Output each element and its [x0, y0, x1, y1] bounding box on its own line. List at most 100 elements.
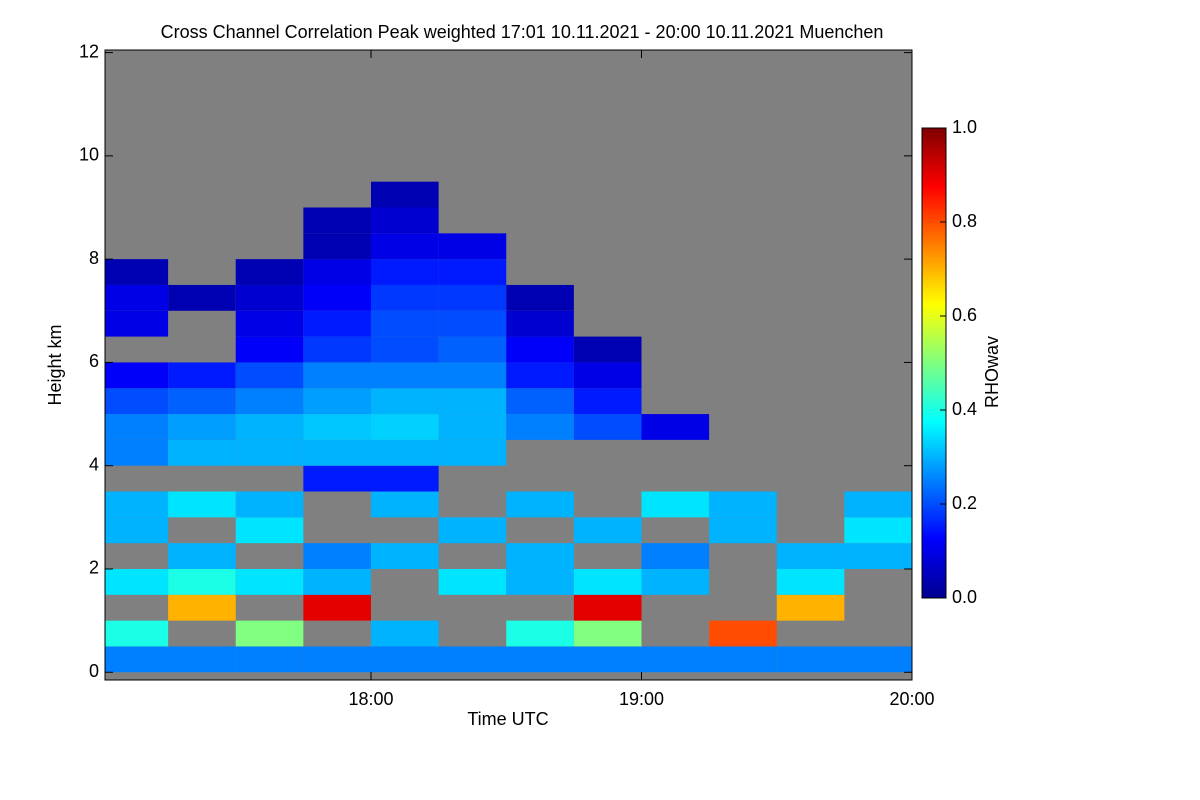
heatmap-cell: [438, 336, 507, 363]
heatmap-cell: [235, 259, 304, 285]
x-tick-label: 19:00: [619, 689, 664, 709]
y-tick-label: 6: [89, 351, 99, 371]
heatmap-cell: [303, 259, 371, 285]
heatmap-cell: [235, 362, 304, 389]
heatmap-cell: [303, 388, 371, 415]
heatmap-cell: [438, 233, 507, 260]
colorbar-tick-label: 0.8: [952, 211, 977, 231]
heatmap-cell: [370, 414, 439, 440]
heatmap-cell: [370, 259, 439, 285]
plot-area: [105, 50, 912, 680]
colorbar-tick-label: 0.0: [952, 587, 977, 607]
heatmap-cell: [303, 362, 371, 389]
heatmap-cell: [168, 646, 236, 673]
x-tick-label: 18:00: [348, 689, 393, 709]
heatmap-cell: [506, 310, 574, 337]
heatmap-cell: [235, 336, 304, 363]
heatmap-cell: [303, 284, 371, 311]
heatmap-cell: [303, 594, 371, 621]
heatmap-cell: [168, 362, 236, 389]
heatmap-cell: [105, 310, 169, 337]
heatmap-cell: [506, 414, 574, 440]
heatmap-cell: [235, 568, 304, 595]
heatmap-cell: [370, 646, 439, 673]
heatmap-cell: [438, 362, 507, 389]
heatmap-cell: [573, 568, 642, 595]
colorbar-tick-label: 0.2: [952, 493, 977, 513]
heatmap-cell: [370, 362, 439, 389]
heatmap-cell: [506, 388, 574, 415]
heatmap-cell: [303, 568, 371, 595]
heatmap-cell: [844, 491, 912, 518]
heatmap-cell: [438, 517, 507, 544]
heatmap-cell: [105, 414, 169, 440]
heatmap-cell: [709, 491, 777, 518]
y-tick-label: 0: [89, 661, 99, 681]
heatmap-cell: [370, 465, 439, 492]
heatmap-cell: [506, 620, 574, 647]
heatmap-cell: [573, 594, 642, 621]
heatmap-cell: [573, 646, 642, 673]
y-tick-label: 8: [89, 248, 99, 268]
heatmap-cell: [168, 568, 236, 595]
x-axis-label: Time UTC: [467, 709, 548, 729]
heatmap-cell: [776, 646, 845, 673]
heatmap-cell: [235, 491, 304, 518]
heatmap-cell: [506, 491, 574, 518]
heatmap-cell: [506, 568, 574, 595]
heatmap-cell: [709, 517, 777, 544]
heatmap-cell: [105, 620, 169, 647]
heatmap-cell: [844, 646, 912, 673]
plot-frame: [104, 49, 913, 681]
heatmap-cell: [105, 362, 169, 389]
y-tick-label: 10: [79, 145, 99, 165]
heatmap-cell: [303, 543, 371, 569]
heatmap-cell: [776, 543, 845, 569]
colorbar-tick-label: 0.4: [952, 399, 977, 419]
heatmap-cell: [303, 336, 371, 363]
heatmap-cell: [438, 259, 507, 285]
heatmap-cell: [235, 388, 304, 415]
heatmap-cell: [641, 646, 710, 673]
heatmap-cell: [709, 620, 777, 647]
heatmap-cell: [370, 439, 439, 466]
heatmap-cell: [370, 181, 439, 208]
heatmap-cell: [105, 284, 169, 311]
heatmap-cell: [303, 465, 371, 492]
heatmap-cell: [105, 646, 169, 673]
heatmap-cell: [235, 646, 304, 673]
heatmap-cell: [235, 310, 304, 337]
heatmap-cell: [303, 310, 371, 337]
heatmap-cell: [303, 414, 371, 440]
heatmap-cell: [641, 491, 710, 518]
heatmap-cell: [370, 207, 439, 234]
colorbar-tick-label: 1.0: [952, 117, 977, 137]
heatmap-cell: [438, 388, 507, 415]
heatmap-cell: [844, 543, 912, 569]
heatmap-cell: [370, 336, 439, 363]
heatmap-cell: [105, 568, 169, 595]
heatmap-cell: [438, 284, 507, 311]
heatmap-cell: [303, 439, 371, 466]
heatmap-cell: [506, 543, 574, 569]
y-tick-label: 12: [79, 41, 99, 61]
heatmap-cell: [370, 620, 439, 647]
heatmap-cell: [776, 568, 845, 595]
heatmap-cell: [235, 517, 304, 544]
heatmap-cell: [303, 233, 371, 260]
heatmap-cell: [370, 543, 439, 569]
heatmap-cell: [506, 284, 574, 311]
heatmap-cell: [105, 491, 169, 518]
x-tick-label: 20:00: [889, 689, 934, 709]
heatmap-cell: [303, 207, 371, 234]
heatmap-cell: [235, 439, 304, 466]
heatmap-cell: [438, 439, 507, 466]
heatmap-cell: [168, 414, 236, 440]
heatmap-cell: [573, 336, 642, 363]
heatmap-cell: [844, 517, 912, 544]
colorbar-label: RHOwav: [982, 336, 1002, 408]
heatmap-cell: [105, 517, 169, 544]
heatmap-cell: [168, 439, 236, 466]
heatmap-cell: [235, 620, 304, 647]
